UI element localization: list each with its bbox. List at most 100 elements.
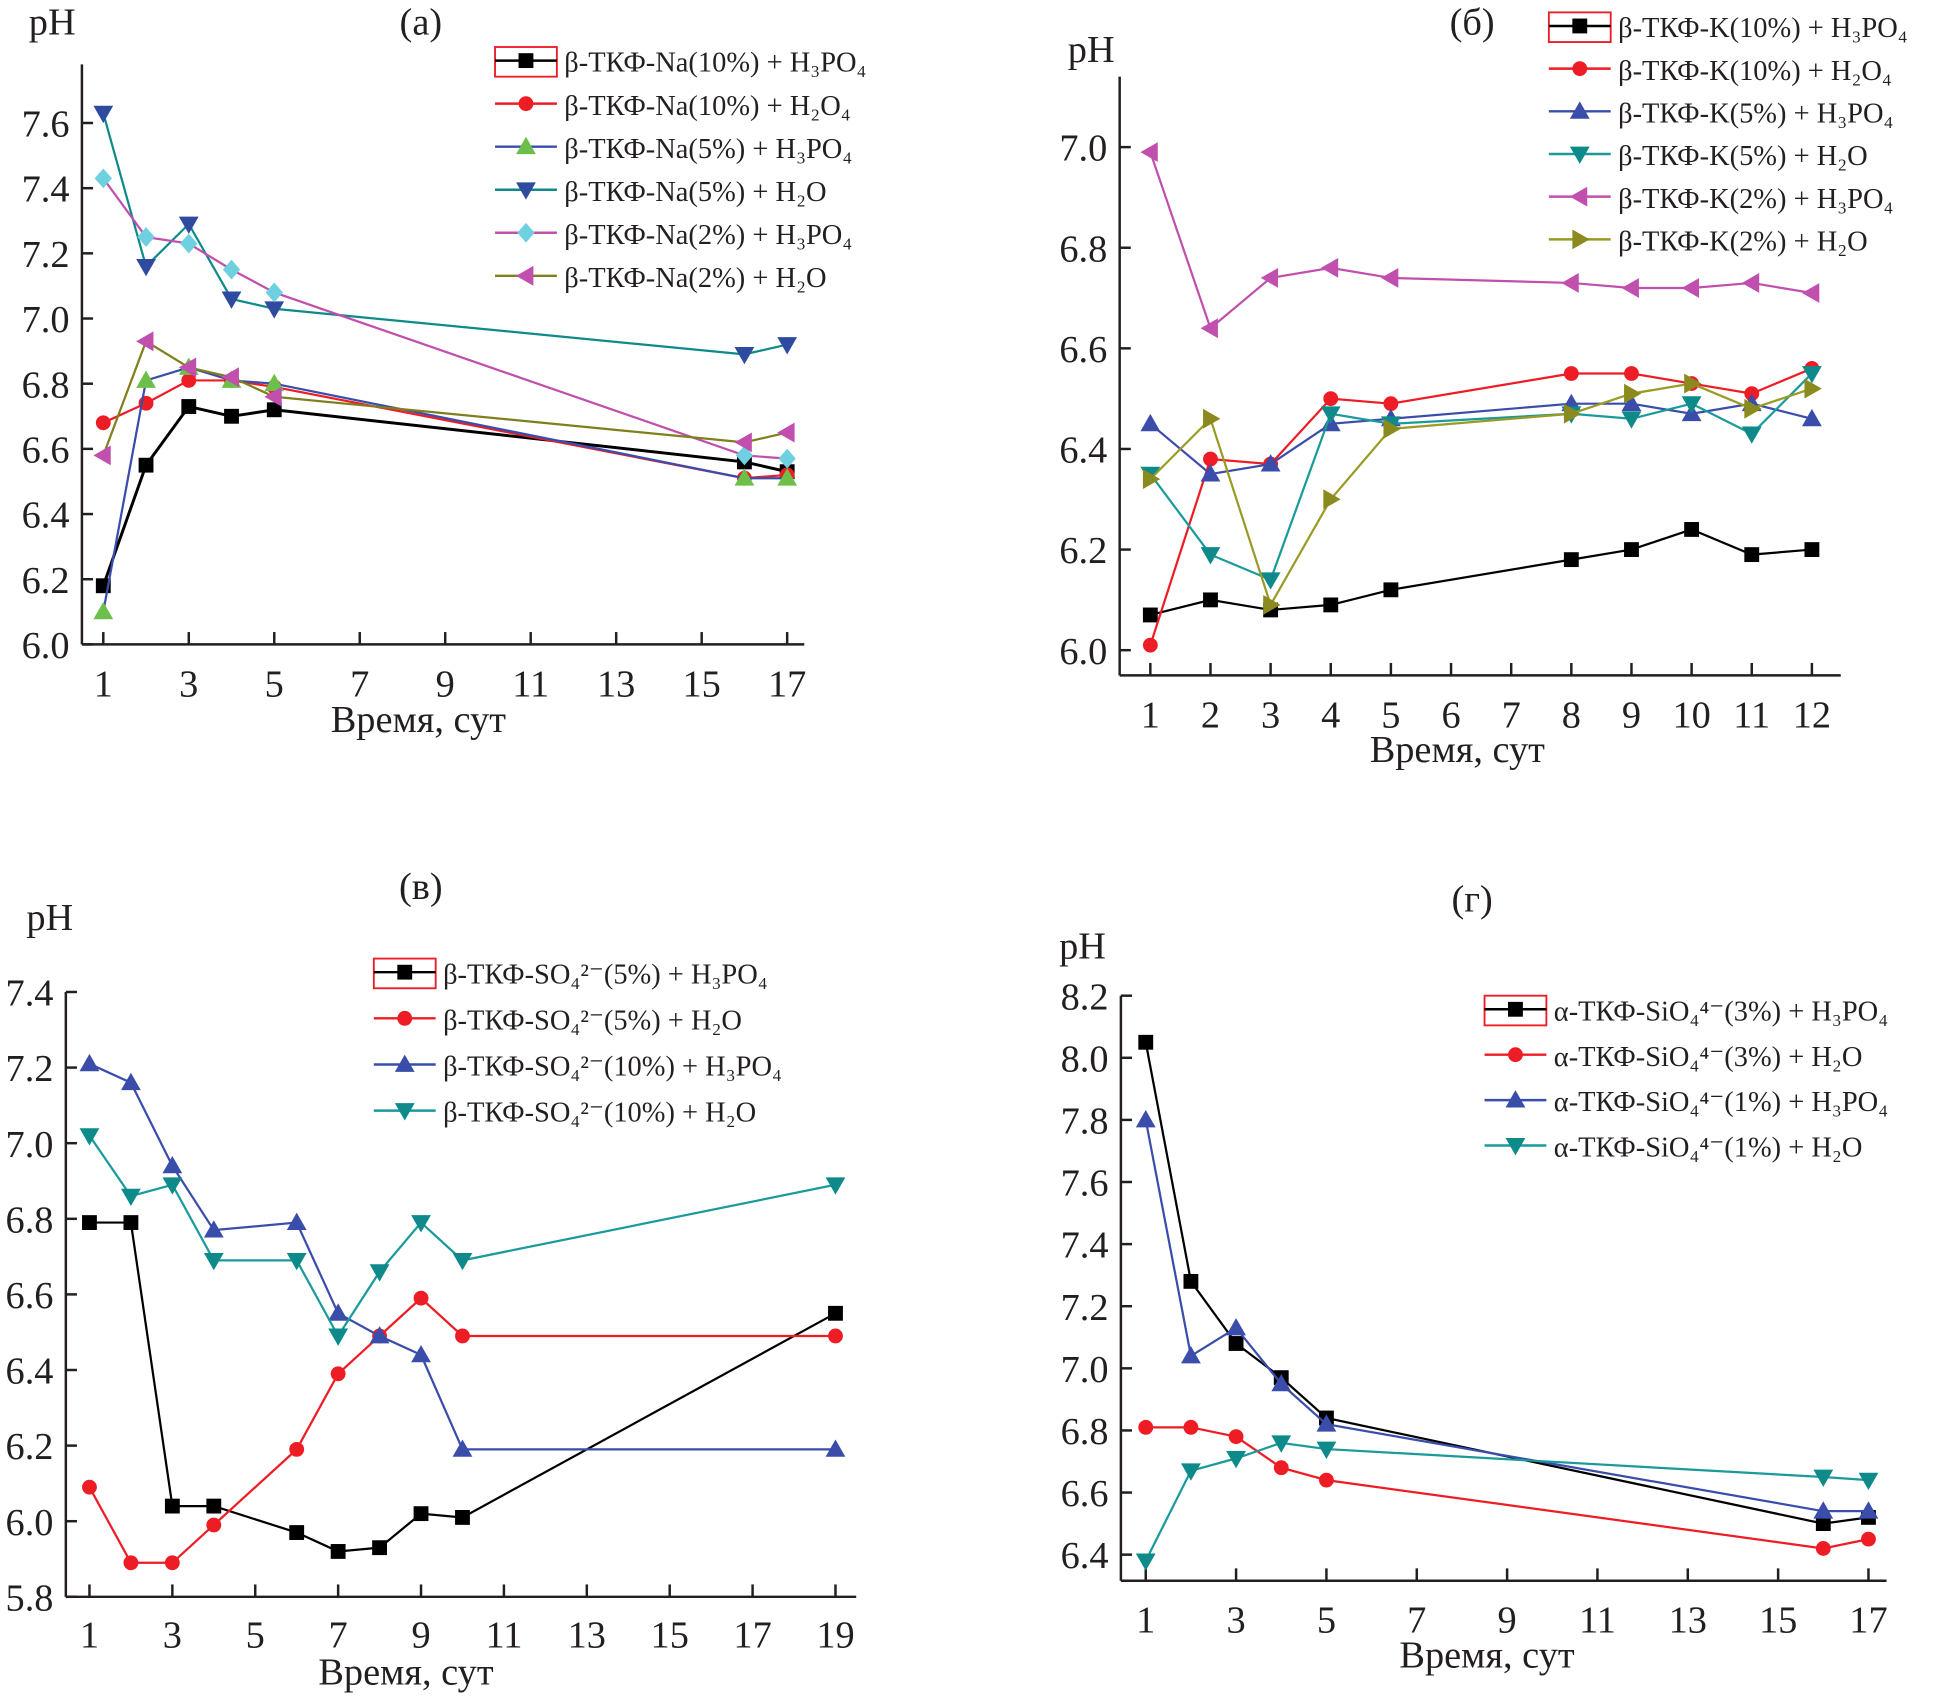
data-point: [1323, 391, 1339, 407]
y-tick-label: 6.2: [6, 1426, 54, 1468]
y-tick-label: 7.4: [6, 973, 54, 1015]
data-point: [82, 1215, 97, 1230]
data-point: [1813, 1469, 1834, 1487]
y-tick-label: 7.0: [1061, 1349, 1109, 1391]
series: [1135, 1110, 1879, 1519]
legend-label: β-ТКФ-Na(5%) + H₃PO₄: [564, 134, 852, 165]
data-point: [1320, 406, 1341, 424]
y-axis-label: pH: [26, 897, 73, 939]
legend-marker: [397, 964, 413, 980]
x-tick-label: 13: [1669, 1600, 1707, 1642]
data-point: [181, 373, 197, 388]
data-point: [1381, 268, 1399, 288]
data-point: [137, 227, 155, 247]
data-point: [452, 1439, 473, 1457]
legend-entry: α-ТКФ-SiO₄⁴⁻(1%) + H₂O: [1484, 1133, 1862, 1164]
data-point: [123, 1215, 139, 1230]
legend-label: β-ТКФ-K(5%) + H₂O: [1618, 141, 1868, 172]
data-point: [1142, 637, 1158, 653]
y-tick-label: 6.4: [6, 1351, 54, 1393]
y-tick-label: 6.0: [6, 1502, 54, 1544]
x-axis-label: Время, сут: [331, 699, 506, 741]
data-point: [734, 468, 755, 486]
legend-marker: [1569, 186, 1588, 207]
data-point: [1684, 522, 1700, 537]
series-line: [88, 1134, 836, 1339]
data-point: [1183, 1273, 1199, 1289]
data-point: [264, 373, 285, 392]
data-point: [1263, 595, 1281, 615]
data-point: [164, 1498, 180, 1514]
data-point: [264, 386, 282, 407]
x-tick-label: 7: [1502, 694, 1521, 736]
y-tick-label: 6.6: [1059, 329, 1107, 371]
data-point: [1744, 547, 1760, 563]
x-axis-label: Время, сут: [1370, 729, 1545, 771]
data-point: [1858, 1472, 1879, 1491]
legend-label: β-ТКФ-SO₄²⁻(5%) + H₃PO₄: [443, 959, 768, 990]
data-point: [411, 1215, 431, 1233]
data-point: [121, 1072, 141, 1091]
legend-marker: [1572, 61, 1588, 77]
data-point: [1561, 273, 1579, 293]
data-point: [369, 1326, 390, 1344]
data-point: [266, 402, 282, 418]
y-tick-label: 6.8: [22, 364, 70, 406]
data-point: [180, 233, 198, 254]
legend-entry: β-ТКФ-Na(10%) + H₂O₄: [495, 91, 851, 122]
series: [93, 331, 795, 466]
x-tick-label: 5: [265, 663, 284, 705]
data-point: [1142, 607, 1158, 623]
data-point: [1858, 1501, 1879, 1519]
series: [79, 1053, 846, 1457]
data-point: [1319, 1472, 1334, 1488]
data-point: [181, 399, 197, 414]
legend-marker: [518, 53, 534, 69]
chart-panel: 5.86.06.26.46.66.87.07.27.41 3 5 7 9 11 13 15 17…: [6, 866, 857, 1694]
legend-entry: β-ТКФ-SO₄²⁻(5%) + H₃PO₄: [372, 957, 768, 990]
data-point: [289, 1441, 305, 1457]
x-tick-label: 11: [1733, 694, 1770, 736]
series-line: [1149, 367, 1813, 646]
y-axis-label: pH: [1068, 29, 1115, 71]
y-tick-label: 6.4: [1061, 1535, 1109, 1577]
data-point: [1203, 408, 1221, 429]
series-line: [102, 339, 788, 456]
legend-entry: β-ТКФ-SO₄²⁻(5%) + H₂O: [373, 1005, 742, 1036]
y-tick-label: 7.4: [22, 169, 70, 211]
chart-panel: 6.06.26.46.66.87.01 2 3 4 5 6 7 8 9 10 11 12(б)pHВр…: [1059, 2, 1907, 771]
legend-entry: α-ТКФ-SiO₄⁴⁻(3%) + H₂O: [1484, 1042, 1862, 1073]
data-point: [164, 1555, 180, 1571]
series: [79, 1128, 846, 1346]
legend-label: β-ТКФ-Na(2%) + H₂O: [564, 263, 826, 294]
data-point: [1383, 582, 1399, 598]
data-point: [123, 1555, 139, 1571]
data-point: [136, 331, 154, 352]
legend-label: β-ТКФ-Na(10%) + H₂O₄: [564, 91, 850, 122]
data-point: [328, 1328, 349, 1346]
data-point: [1383, 396, 1399, 412]
legend-entry: β-ТКФ-K(2%) + H₃PO₄: [1548, 184, 1893, 215]
legend-label: β-ТКФ-SO₄²⁻(5%) + H₂O: [443, 1005, 742, 1036]
series: [93, 105, 798, 365]
x-tick-label: 10: [1672, 694, 1710, 736]
x-tick-label: 8: [1562, 694, 1581, 736]
data-point: [1624, 542, 1639, 557]
data-point: [1621, 278, 1639, 298]
series: [1142, 373, 1822, 615]
data-point: [777, 468, 798, 486]
legend-entry: β-ТКФ-K(5%) + H₂O: [1548, 141, 1868, 172]
chart-panel: 6.46.66.87.07.27.47.67.88.08.21 3 5 7 9 11 13 1…: [1059, 879, 1888, 1677]
data-point: [1228, 1429, 1244, 1445]
data-point: [1323, 597, 1339, 613]
x-tick-label: 5: [1381, 694, 1400, 736]
data-point: [777, 422, 795, 443]
data-point: [1200, 464, 1221, 482]
data-point: [1142, 469, 1161, 490]
data-point: [734, 346, 755, 365]
x-tick-label: 1: [1141, 694, 1160, 736]
legend-marker: [1572, 18, 1588, 34]
y-tick-label: 6.4: [1059, 430, 1107, 472]
x-tick-label: 1: [94, 663, 113, 705]
